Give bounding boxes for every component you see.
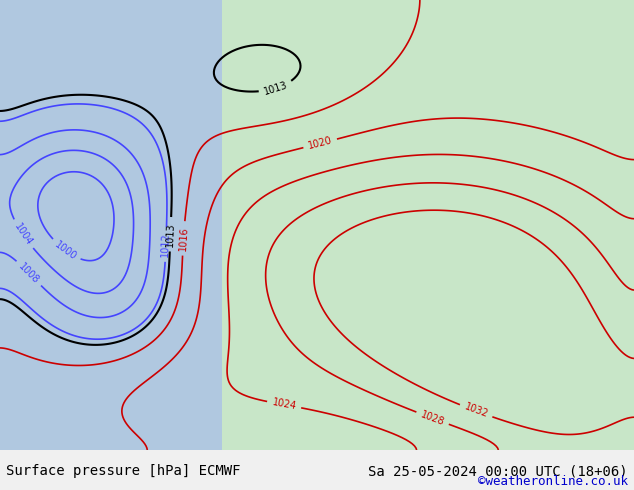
Text: 1032: 1032 xyxy=(463,402,489,420)
Text: 1000: 1000 xyxy=(53,240,79,262)
Text: Surface pressure [hPa] ECMWF: Surface pressure [hPa] ECMWF xyxy=(6,464,241,478)
Text: 1020: 1020 xyxy=(307,136,333,151)
Text: 1024: 1024 xyxy=(271,397,297,412)
Text: 1016: 1016 xyxy=(178,226,190,251)
Text: 1004: 1004 xyxy=(12,221,34,247)
Text: Sa 25-05-2024 00:00 UTC (18+06): Sa 25-05-2024 00:00 UTC (18+06) xyxy=(368,464,628,478)
Text: 1013: 1013 xyxy=(262,80,289,97)
Text: ©weatheronline.co.uk: ©weatheronline.co.uk xyxy=(477,475,628,488)
Text: 1013: 1013 xyxy=(165,222,176,246)
FancyBboxPatch shape xyxy=(0,0,222,450)
Text: 1028: 1028 xyxy=(419,409,446,427)
Text: 1012: 1012 xyxy=(160,232,171,257)
Text: 1008: 1008 xyxy=(16,261,41,286)
